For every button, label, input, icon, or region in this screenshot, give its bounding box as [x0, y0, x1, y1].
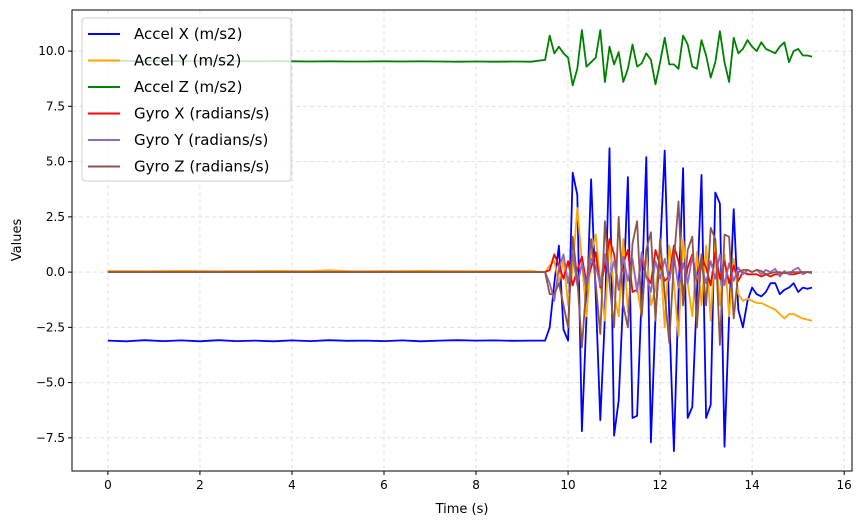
- y-tick-label: 5.0: [46, 155, 65, 169]
- legend-entry: Accel Z (m/s2): [134, 78, 242, 96]
- x-tick-label: 4: [288, 478, 296, 492]
- y-axis-label: Values: [10, 219, 25, 262]
- x-tick-label: 0: [104, 478, 112, 492]
- legend-entry: Accel Y (m/s2): [134, 52, 241, 70]
- plot-frame: [71, 9, 853, 472]
- series-line-gyro-z-radians-s: [107, 200, 812, 349]
- series-lines: [107, 29, 813, 453]
- y-tick-label: 0.0: [46, 265, 65, 279]
- legend-entry: Gyro X (radians/s): [134, 105, 269, 123]
- y-tick-label: 2.5: [46, 210, 65, 224]
- y-tick-label: 7.5: [46, 99, 65, 113]
- y-axis: −7.5 −5.0 −2.5 0.0 2.5 5.0 7.5 10.0: [36, 44, 72, 445]
- x-tick-label: 10: [560, 478, 575, 492]
- y-tick-label: −5.0: [36, 376, 65, 390]
- y-tick-label: −7.5: [36, 431, 65, 445]
- x-axis-label: Time (s): [435, 502, 489, 517]
- x-tick-label: 14: [745, 478, 760, 492]
- legend-box: [81, 17, 292, 182]
- legend-entry: Accel X (m/s2): [134, 25, 242, 43]
- x-tick-label: 6: [380, 478, 388, 492]
- y-tick-label: −2.5: [36, 320, 65, 334]
- legend-entry: Gyro Z (radians/s): [134, 158, 269, 176]
- legend-entry: Gyro Y (radians/s): [134, 131, 268, 149]
- x-tick-label: 12: [652, 478, 667, 492]
- series-line-accel-y-m-s2: [107, 207, 813, 338]
- x-tick-label: 16: [837, 478, 852, 492]
- x-tick-label: 8: [472, 478, 480, 492]
- series-line-accel-z-m-s2: [107, 29, 813, 87]
- x-axis: 0 2 4 6 8 10 12 14 16: [104, 471, 852, 492]
- legend: Accel X (m/s2) Accel Y (m/s2) Accel Z (m/s…: [81, 17, 292, 182]
- x-tick-label: 2: [196, 478, 204, 492]
- y-tick-label: 10.0: [38, 44, 65, 58]
